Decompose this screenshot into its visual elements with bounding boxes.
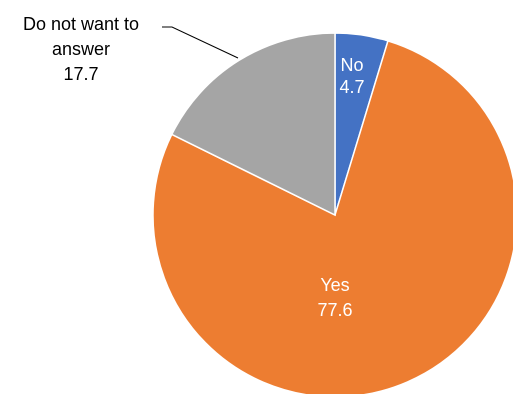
slice-label-no: No 4.7 <box>339 55 364 97</box>
slice-label-line: answer <box>52 39 110 59</box>
slice-label-line: Do not want to <box>23 14 139 34</box>
slice-label-line: Yes <box>320 275 349 295</box>
slice-label-line: 17.7 <box>63 64 98 84</box>
slice-label-yes: Yes 77.6 <box>317 275 352 320</box>
pie-slices <box>152 32 513 394</box>
leader-lines <box>162 26 239 59</box>
slice-label-do-not-want-to-answer: Do not want to answer 17.7 <box>23 14 139 84</box>
leader-line-do-not-want-to-answer <box>162 26 239 59</box>
slice-label-line: No <box>340 55 363 75</box>
slice-label-line: 77.6 <box>317 300 352 320</box>
pie-slice-do-not-want-to-answer <box>170 32 336 217</box>
slice-label-line: 4.7 <box>339 77 364 97</box>
pie-slice-yes <box>152 39 513 394</box>
slice-labels: No 4.7 Yes 77.6 Do not want to answer 17.7 <box>23 14 365 320</box>
